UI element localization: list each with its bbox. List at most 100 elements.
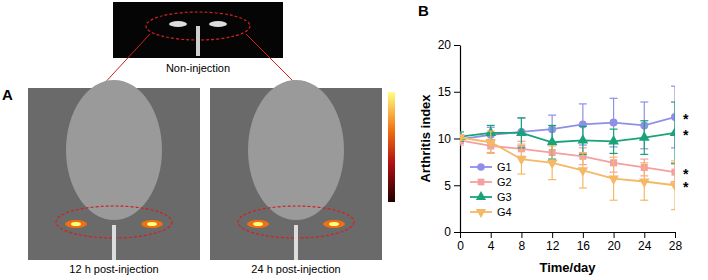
series-line <box>460 138 675 186</box>
error-bar-cap <box>579 152 587 153</box>
tick: 10 <box>438 132 460 146</box>
panel-label: B <box>418 2 429 19</box>
error-bar-cap <box>640 200 648 201</box>
error-bar-cap <box>610 157 618 158</box>
mouse-body <box>248 80 344 220</box>
tail <box>196 26 200 56</box>
error-bar-cap <box>610 200 618 201</box>
color-bar <box>388 92 395 202</box>
error-bar-cap <box>671 101 675 102</box>
tick-label: 12 <box>546 239 560 253</box>
connector <box>246 34 300 88</box>
figure: ANon-injection12 h post-injection24 h po… <box>0 0 708 280</box>
legend-item: G1 <box>470 161 512 173</box>
annotation: * <box>683 111 689 127</box>
error-bar-cap <box>671 86 675 87</box>
image-caption: Non-injection <box>166 62 230 74</box>
error-bar-cap <box>640 162 648 163</box>
tick-mark <box>675 232 676 238</box>
signal <box>253 222 263 226</box>
error-bar-cap <box>640 158 648 159</box>
marker <box>516 127 527 136</box>
signal <box>65 220 87 228</box>
tick-label: 0 <box>444 225 451 239</box>
error-bar-cap <box>579 187 587 188</box>
tick: 16 <box>577 232 591 253</box>
tick: 8 <box>519 232 526 253</box>
signal <box>141 220 163 228</box>
error-bar-cap <box>640 154 648 155</box>
marker <box>485 139 496 148</box>
error-bar-cap <box>610 153 618 154</box>
marker <box>516 156 527 165</box>
error-bar-cap <box>517 117 525 118</box>
error-bar-cap <box>517 173 525 174</box>
marker <box>577 134 588 143</box>
signal <box>169 21 187 27</box>
error-bar-cap <box>460 144 464 145</box>
legend-marker <box>476 209 486 218</box>
marker <box>547 136 558 145</box>
tick-mark <box>614 232 615 238</box>
image-caption: 12 h post-injection <box>69 263 158 275</box>
legend-item: G3 <box>470 191 512 203</box>
legend-label: G2 <box>497 176 512 188</box>
plot-area <box>460 86 675 209</box>
tick-label: 5 <box>444 179 451 193</box>
error-bar-cap <box>487 130 495 131</box>
x-axis-title: Time/day <box>539 260 596 275</box>
tick-label: 10 <box>438 132 452 146</box>
marker <box>577 167 588 176</box>
tick: 0 <box>457 232 464 253</box>
signal <box>323 220 345 228</box>
y-axis-title: Arthritis index <box>418 94 433 183</box>
signal <box>247 220 269 228</box>
tick: 20 <box>438 38 460 52</box>
tick-mark <box>491 232 492 238</box>
tick-label: 8 <box>519 239 526 253</box>
error-bar-cap <box>548 179 556 180</box>
error-bar-cap <box>487 153 495 154</box>
image-caption: 24 h post-injection <box>251 263 340 275</box>
error-bar-cap <box>487 125 495 126</box>
marker <box>610 119 618 127</box>
tick-label: 28 <box>669 239 683 253</box>
legend-item: G4 <box>470 206 512 218</box>
tick-mark <box>521 232 522 238</box>
tail <box>294 225 298 260</box>
tick-mark <box>583 232 584 238</box>
error-bar-cap <box>548 115 556 116</box>
tick-mark <box>454 45 460 46</box>
mouse-body <box>66 80 162 220</box>
marker <box>639 131 650 140</box>
error-bar-cap <box>640 101 648 102</box>
annotation: * <box>683 179 689 195</box>
marker <box>608 176 619 185</box>
legend: G1 G2 G3 G4 <box>470 161 512 218</box>
signal <box>71 222 81 226</box>
tick-mark <box>454 232 460 233</box>
tick-label: 16 <box>577 239 591 253</box>
tick-mark <box>460 232 461 238</box>
connector <box>100 34 150 88</box>
y-axis: 0 5 10 15 20 <box>438 38 461 239</box>
error-bar-cap <box>640 120 648 121</box>
error-bar-cap <box>548 125 556 126</box>
tick: 4 <box>488 232 495 253</box>
marker <box>608 135 619 144</box>
axis-line <box>461 232 676 233</box>
marker <box>639 178 650 187</box>
error-bar-cap <box>610 98 618 99</box>
annotation: * <box>683 127 689 143</box>
tick: 24 <box>638 232 652 253</box>
tick-mark <box>552 232 553 238</box>
error-bar-cap <box>610 129 618 130</box>
error-bar-cap <box>671 160 675 161</box>
tick: 0 <box>444 225 460 239</box>
legend-label: G3 <box>497 191 512 203</box>
tick: 15 <box>438 85 460 99</box>
image-placeholder <box>113 2 283 58</box>
error-bar-cap <box>610 153 618 154</box>
tick: 20 <box>607 232 621 253</box>
tick-mark <box>454 92 460 93</box>
